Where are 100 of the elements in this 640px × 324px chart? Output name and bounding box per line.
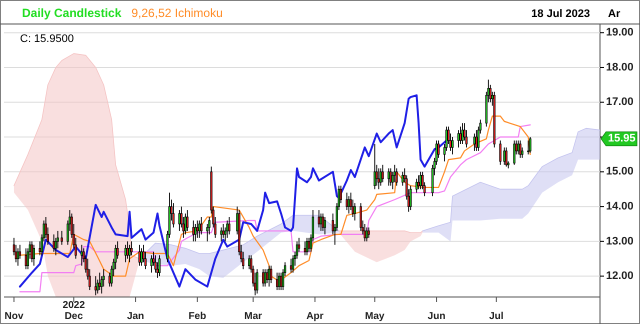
candlestick — [308, 237, 310, 252]
candlestick — [194, 224, 196, 242]
candlestick — [262, 268, 264, 288]
x-tick-label: Nov — [4, 311, 24, 322]
candlestick — [94, 276, 97, 296]
candlestick — [451, 136, 454, 155]
y-tick-label: 13.00 — [606, 235, 634, 248]
candlestick — [382, 164, 384, 183]
candlestick — [266, 268, 268, 284]
candlestick — [228, 216, 230, 235]
text: Ar — [608, 8, 621, 20]
y-tick-label: 12.00 — [606, 270, 634, 282]
candlestick — [418, 174, 420, 190]
candlestick — [318, 210, 320, 228]
candlestick — [529, 136, 532, 154]
text: 18 Jul 2023 — [531, 8, 590, 20]
candlestick — [374, 144, 376, 190]
candlestick — [280, 272, 282, 290]
candlestick — [126, 240, 129, 260]
chart-subtitle: 9,26,52 Ichimoku — [131, 6, 223, 20]
candlestick — [346, 192, 348, 211]
candlestick — [124, 244, 127, 263]
candlestick — [98, 272, 101, 290]
candlestick — [222, 224, 224, 238]
x-tick-label: May — [365, 311, 385, 322]
candlestick — [459, 126, 462, 144]
x-tick-label: Apr — [306, 311, 324, 322]
candlestick — [226, 220, 228, 238]
candlestick — [150, 254, 153, 274]
x-tick-label: Mar — [244, 311, 262, 322]
candlestick — [192, 220, 194, 242]
candlestick — [360, 202, 362, 232]
candlestick — [220, 226, 222, 242]
candlestick — [354, 202, 356, 221]
candlestick — [292, 254, 294, 274]
candlestick — [184, 213, 186, 235]
candlestick — [513, 140, 516, 166]
candlestick — [16, 248, 20, 266]
candlestick — [256, 268, 258, 294]
candlestick — [527, 140, 530, 155]
candlestick — [24, 248, 28, 270]
candlestick — [248, 254, 250, 270]
candlestick — [138, 244, 141, 266]
candlestick — [290, 258, 292, 274]
y-tick-label: 14.00 — [606, 200, 634, 212]
y-tick-label: 19.00 — [606, 26, 634, 39]
chart-title: Daily Candlestick — [22, 6, 122, 20]
candlestick — [378, 168, 380, 190]
candlestick — [200, 216, 202, 235]
candlestick — [505, 147, 508, 168]
candlestick — [270, 265, 272, 284]
x-tick-label: Jan — [126, 311, 144, 322]
candlestick — [278, 272, 280, 290]
candlestick — [172, 202, 175, 228]
candlestick — [388, 168, 390, 186]
candlestick — [322, 213, 324, 232]
candlestick — [198, 220, 200, 238]
candlestick — [380, 168, 382, 186]
candlestick — [416, 178, 418, 194]
text: 2022 — [62, 300, 86, 311]
candlestick — [396, 168, 398, 186]
candlestick — [264, 268, 266, 288]
text: 15.95 — [608, 132, 636, 145]
candlestick — [140, 248, 143, 266]
candlestick — [320, 213, 322, 232]
candlestick — [324, 216, 326, 235]
x-tick-label: Jul — [489, 311, 504, 322]
candlestick — [390, 168, 392, 186]
candlestick — [348, 196, 350, 214]
candlestick — [368, 226, 370, 238]
y-tick-label: 15.00 — [606, 166, 634, 178]
candlestick — [268, 265, 270, 288]
candlestick — [517, 140, 520, 155]
candlestick — [128, 244, 131, 263]
candlestick — [196, 220, 198, 238]
candlestick — [499, 140, 502, 166]
candlestick — [186, 210, 188, 232]
y-tick-label: 17.00 — [606, 96, 634, 108]
candlestick — [461, 122, 464, 144]
y-tick-label: 18.00 — [606, 61, 634, 74]
x-tick-label: Dec — [64, 311, 84, 322]
candlestick — [80, 244, 83, 266]
candlestick — [60, 230, 63, 246]
annotation: C: 15.9500 — [20, 33, 74, 45]
candlestick — [475, 130, 478, 152]
candlestick — [304, 240, 306, 256]
candlestick — [503, 147, 506, 166]
candlestick — [30, 240, 34, 263]
candlestick — [32, 244, 35, 266]
candlestick — [457, 130, 460, 148]
candlestick — [364, 224, 366, 242]
candlestick — [52, 234, 55, 252]
candlestick — [473, 133, 476, 152]
candlestick — [420, 171, 422, 190]
candlestick — [366, 226, 368, 242]
x-tick-label: Feb — [188, 311, 206, 322]
candlestick — [276, 272, 278, 290]
candlestick — [306, 237, 308, 256]
x-tick-label: Jun — [428, 311, 446, 322]
candlestick — [178, 210, 181, 232]
